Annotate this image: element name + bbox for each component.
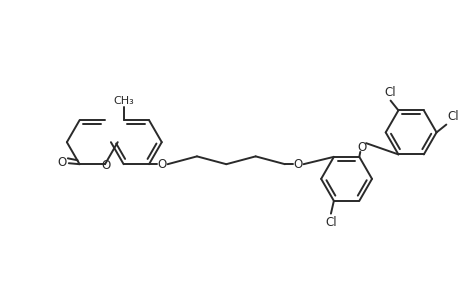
Text: O: O [357, 141, 366, 154]
Text: O: O [101, 159, 110, 172]
Text: O: O [292, 158, 302, 171]
Text: Cl: Cl [446, 110, 458, 123]
Text: Cl: Cl [325, 216, 336, 229]
Text: O: O [57, 156, 67, 169]
Text: CH₃: CH₃ [113, 97, 134, 106]
Text: Cl: Cl [384, 85, 396, 99]
Text: O: O [157, 158, 166, 171]
